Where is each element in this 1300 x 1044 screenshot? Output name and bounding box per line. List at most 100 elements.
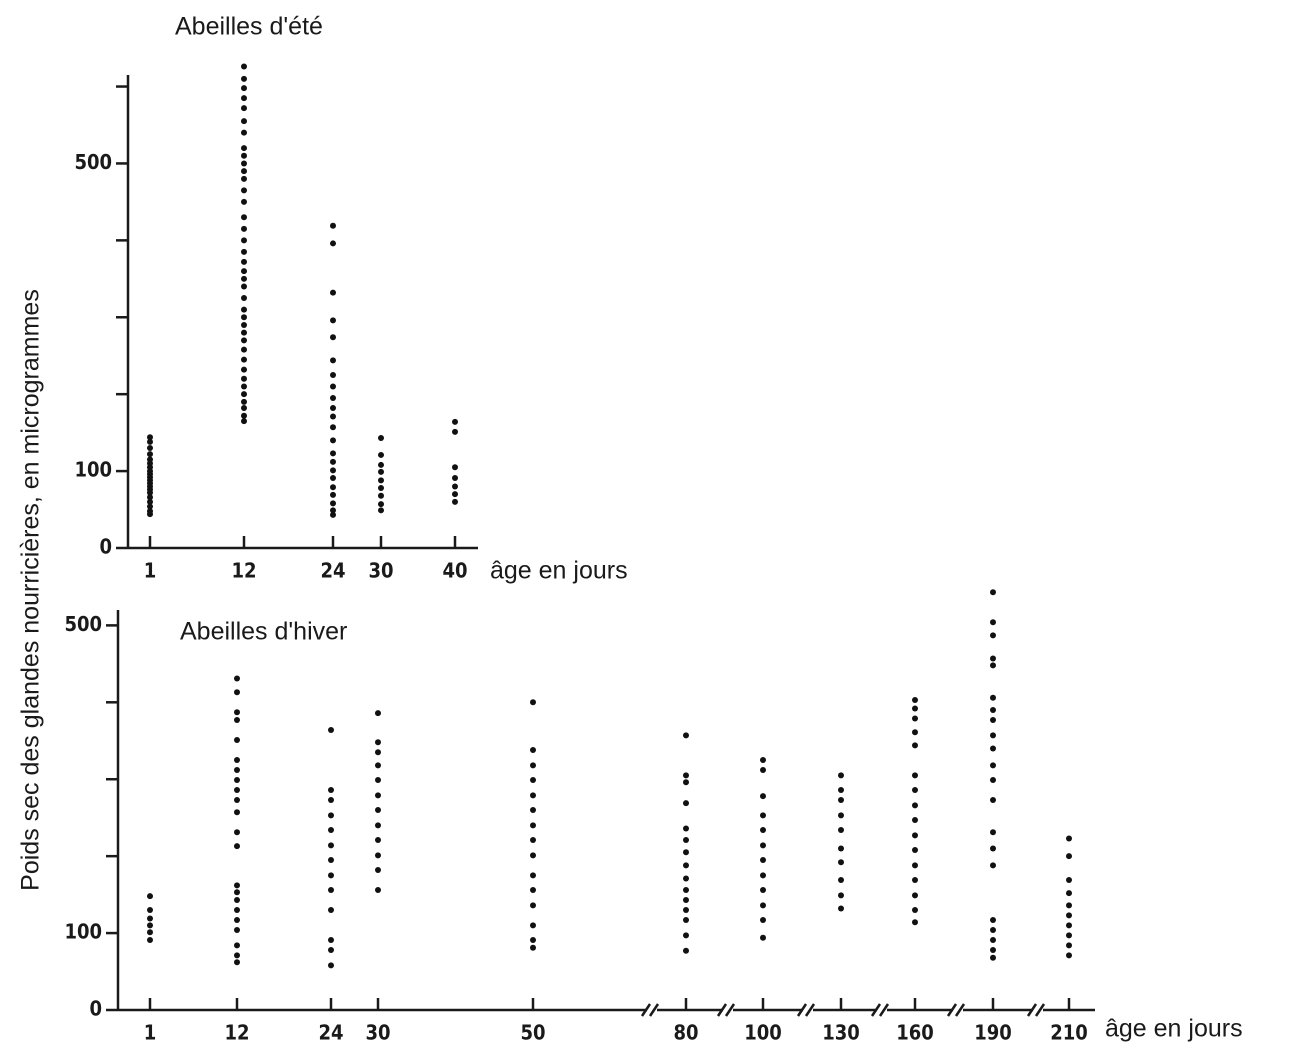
x-tick-label: 30 [368, 559, 393, 583]
data-point [234, 757, 240, 763]
data-point [912, 892, 918, 899]
x-tick-label: 130 [822, 1021, 860, 1044]
data-point [683, 732, 689, 739]
axis-break [946, 1003, 966, 1017]
data-point [328, 887, 334, 893]
data-point [328, 857, 334, 863]
data-point [234, 882, 240, 889]
data-point [375, 822, 381, 829]
data-point [912, 715, 918, 722]
data-point [328, 812, 334, 819]
data-point [241, 295, 247, 302]
data-point [234, 689, 240, 696]
x-tick-label: 100 [744, 1021, 782, 1044]
data-point [330, 405, 336, 412]
data-point [241, 306, 247, 313]
data-point [241, 356, 247, 363]
data-point [378, 501, 384, 508]
data-point [330, 507, 336, 514]
data-point [683, 947, 689, 954]
data-point [330, 491, 336, 498]
data-point [330, 317, 336, 324]
data-point [683, 932, 689, 939]
data-point [330, 475, 336, 482]
data-point [241, 383, 247, 390]
data-point [912, 705, 918, 712]
data-point [330, 371, 336, 378]
data-point [912, 772, 918, 779]
data-point [838, 772, 844, 779]
data-point [452, 498, 458, 505]
y-tick-label: 500 [64, 612, 102, 636]
data-point [1066, 835, 1072, 842]
data-point [990, 619, 996, 626]
data-point [330, 357, 336, 364]
data-point [452, 418, 458, 425]
data-point [241, 391, 247, 398]
data-point [241, 275, 247, 282]
data-point [760, 842, 766, 849]
data-point [330, 222, 336, 229]
data-point [241, 225, 247, 232]
data-point [452, 464, 458, 471]
data-point [912, 877, 918, 883]
x-tick-label: 210 [1050, 1021, 1088, 1044]
data-point [375, 777, 381, 783]
data-point [234, 897, 240, 903]
data-point [912, 802, 918, 809]
x-tick-label: 24 [318, 1021, 343, 1044]
data-point [530, 762, 536, 769]
x-tick-label: 12 [224, 1021, 249, 1044]
data-point [328, 937, 334, 943]
data-point [760, 793, 766, 800]
data-point [330, 240, 336, 247]
data-point [241, 237, 247, 244]
data-point [375, 837, 381, 843]
axis-break [1026, 1003, 1046, 1017]
data-point [330, 424, 336, 431]
data-point [241, 375, 247, 382]
data-point [378, 477, 384, 484]
data-point [147, 434, 153, 441]
data-point [234, 917, 240, 923]
x-tick-label: 12 [231, 559, 256, 583]
data-point [1066, 877, 1072, 883]
data-point [241, 329, 247, 336]
data-point [330, 383, 336, 390]
data-point [990, 797, 996, 803]
data-point [234, 907, 240, 913]
data-point [328, 797, 334, 803]
data-point [760, 934, 766, 941]
data-point [241, 152, 247, 159]
data-point [375, 710, 381, 717]
data-point [990, 707, 996, 713]
data-point [530, 747, 536, 753]
data-point [147, 445, 153, 452]
data-point [530, 807, 536, 813]
data-point [838, 845, 844, 852]
data-point [683, 800, 689, 807]
data-point [760, 917, 766, 923]
data-point [234, 787, 240, 793]
data-point [241, 95, 247, 102]
data-point [241, 168, 247, 175]
data-point [760, 887, 766, 893]
data-point [378, 485, 384, 492]
data-point [683, 887, 689, 893]
data-point [147, 438, 153, 445]
data-point [147, 503, 153, 510]
data-point [683, 779, 689, 786]
data-point [912, 742, 918, 749]
data-point [378, 507, 384, 514]
data-point [241, 412, 247, 419]
data-point [760, 827, 766, 833]
data-point [241, 85, 247, 92]
data-point [1066, 890, 1072, 897]
y-axis-label: Poids sec des glandes nourricières, en m… [17, 289, 45, 891]
data-point [990, 829, 996, 836]
data-point [241, 129, 247, 136]
data-point [147, 937, 153, 943]
data-point [683, 837, 689, 843]
data-point [147, 915, 153, 922]
x-axis-label: âge en jours [490, 557, 628, 585]
